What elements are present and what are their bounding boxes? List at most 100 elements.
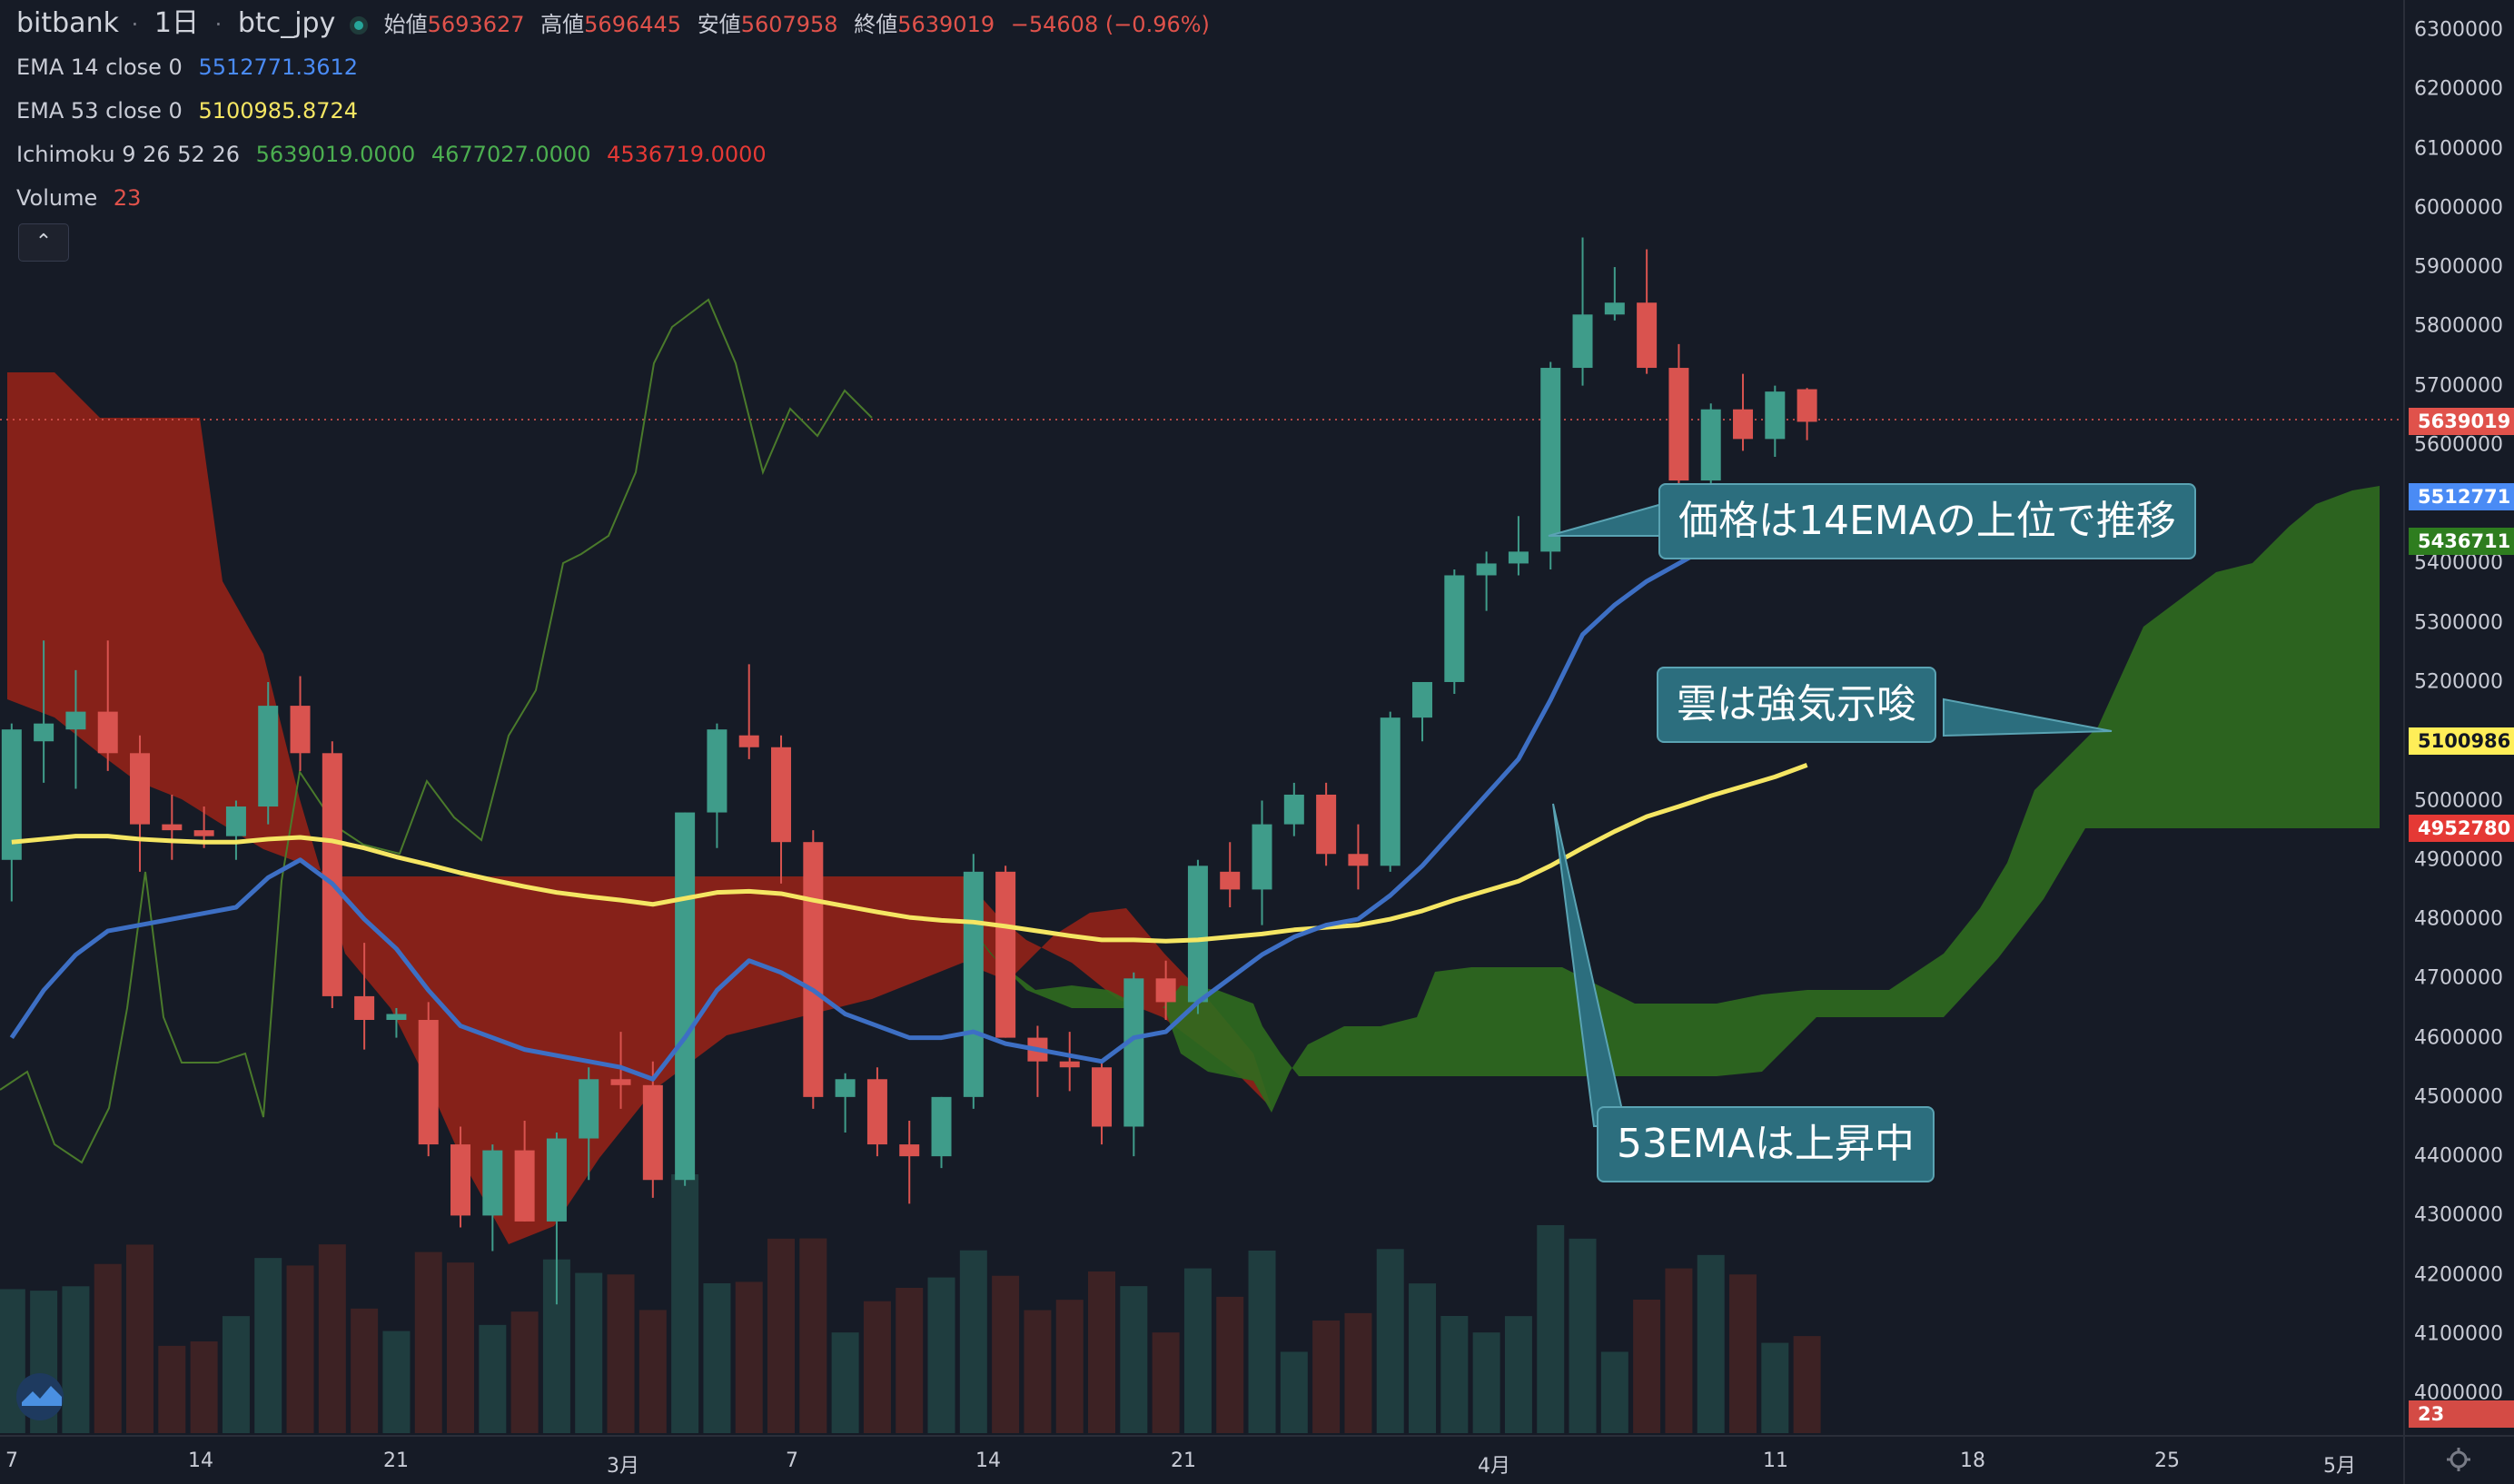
candle-body [866,1079,887,1145]
volume-bar [1216,1296,1244,1433]
time-tick: 5月 [2323,1455,2356,1478]
candle-body [931,1096,952,1157]
price-label: 23 [2409,1400,2514,1429]
time-tick: 7 [786,1449,798,1472]
ema14-line [9,496,1808,1082]
price-tick: 4400000 [2414,1144,2503,1168]
volume-bar [1793,1336,1821,1433]
chevron-up-icon: ⌃ [35,231,53,253]
candle-body [386,1014,407,1021]
volume-bar [1633,1300,1661,1433]
price-tick: 4200000 [2414,1263,2503,1287]
candle-body [546,1138,567,1222]
volume-bar [254,1258,282,1433]
arrow-price-callout [1548,502,1663,537]
volume-bar [1120,1286,1148,1433]
volume-bar [222,1316,250,1433]
volume-bar [414,1252,442,1433]
callout-cloud-bullish[interactable]: 雲は強気示唆 [1657,667,1936,743]
price-label: 5100986 [2409,727,2514,755]
time-tick: 21 [1171,1449,1196,1472]
candle-body [65,711,86,730]
volume-bar [286,1265,314,1433]
time-axis[interactable]: 7 14 21 3月 7 14 21 4月 11 18 25 5月 [0,1435,2403,1484]
volume-bar [158,1345,186,1433]
gear-icon[interactable] [2445,1446,2472,1473]
volume-bar [575,1272,603,1433]
volume-bar [959,1250,987,1433]
volume-bar [1440,1316,1469,1433]
candle-body [225,806,246,836]
price-tick: 5200000 [2414,670,2503,694]
candle-body [322,753,342,996]
tradingview-logo-icon[interactable] [13,1370,78,1420]
pair[interactable]: btc_jpy [237,7,336,39]
volume-bar [126,1244,154,1433]
close-label: 終値 [854,12,898,37]
time-tick: 11 [1763,1449,1788,1472]
candle-body [899,1144,920,1157]
price-axis[interactable]: 6300000 6200000 6100000 6000000 5900000 58000… [2403,0,2514,1435]
candle-body [771,747,792,843]
candle-body [1412,681,1433,718]
candle-body [162,824,183,831]
candle-body [290,706,311,754]
ichimoku-legend[interactable]: Ichimoku 9 26 52 26 5639019.0000 4677027… [16,138,1219,182]
candle-body [1283,794,1304,825]
candle-body [835,1079,856,1097]
ema53-legend[interactable]: EMA 53 close 0 5100985.8724 [16,94,1219,138]
volume-bar [318,1244,346,1433]
candle-body [1220,871,1241,890]
symbol-name[interactable]: bitbank [16,7,119,39]
volume-bar [703,1283,731,1433]
price-chart[interactable] [0,0,2403,1435]
volume-bar [1504,1316,1532,1433]
candle-body [514,1150,535,1222]
symbol-separator: · [131,12,139,37]
price-tick: 5000000 [2414,789,2503,812]
volume-bar [510,1311,539,1433]
volume-bar [351,1308,379,1433]
price-label: 5639019 [2409,408,2514,436]
candle-body [803,842,824,1097]
candle-body [34,723,54,742]
volume-bar [863,1301,891,1433]
open-label: 始値 [383,12,428,37]
volume-legend[interactable]: Volume 23 [16,182,1219,225]
volume-label: Volume [16,185,98,211]
volume-bar [1183,1268,1212,1433]
volume-bar [992,1275,1020,1433]
candle-body [193,830,214,836]
market-status-icon[interactable] [349,16,368,35]
volume-bar [62,1286,90,1433]
candle-body [675,812,696,1181]
volume-value: 23 [113,185,142,211]
cloud-bearish-2 [963,876,1272,1108]
ema53-value: 5100985.8724 [198,98,359,124]
candle-body [610,1079,631,1085]
price-tick: 5900000 [2414,255,2503,279]
candle-body [482,1150,503,1216]
price-label: 5512771 [2409,482,2514,510]
volume-bar [799,1238,827,1433]
callout-ema53-rising[interactable]: 53EMAは上昇中 [1597,1106,1935,1182]
candle-body [1444,575,1465,682]
price-label: 5436711 [2409,528,2514,556]
candle-body [963,871,984,1097]
ema14-legend[interactable]: EMA 14 close 0 5512771.3612 [16,51,1219,94]
candle-body [1668,368,1689,481]
cloud-bullish [963,486,2380,1113]
candle-body [1092,1067,1113,1127]
volume-bar [1600,1351,1628,1433]
callout-price-above-ema14[interactable]: 価格は14EMAの上位で推移 [1658,483,2196,559]
change-value: −54608 (−0.96%) [1010,12,1210,37]
chart-area[interactable]: bitbank · 1日 · btc_jpy 始値5693627 高値56964… [0,0,2403,1435]
volume-bar [94,1263,122,1433]
volume-bar [1248,1251,1276,1433]
time-tick: 14 [188,1449,213,1472]
interval[interactable]: 1日 [153,7,199,39]
collapse-legend-button[interactable]: ⌃ [18,223,69,262]
price-tick: 4800000 [2414,907,2503,931]
arrow-cloud-callout [1943,697,2113,737]
candle-body [1316,794,1337,855]
